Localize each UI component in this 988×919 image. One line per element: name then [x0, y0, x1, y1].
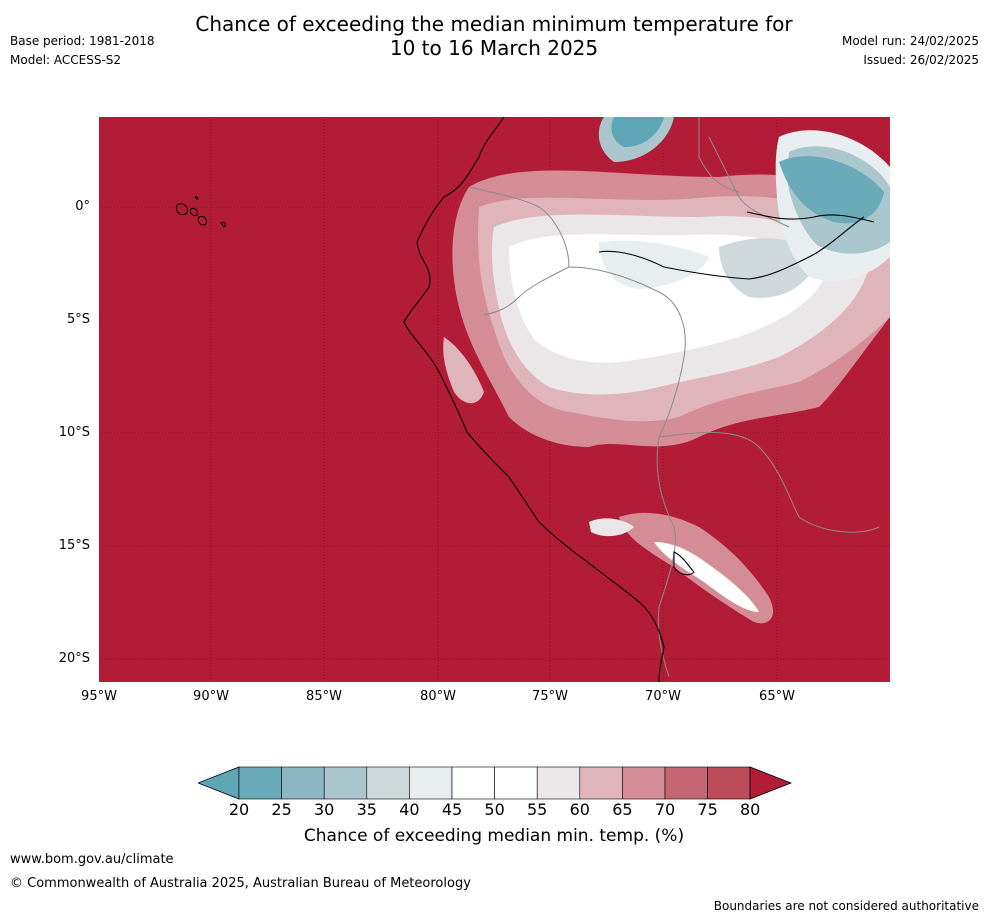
colorbar-tick-label: 40 — [399, 800, 420, 819]
footer-url[interactable]: www.bom.gov.au/climate — [10, 852, 174, 867]
colorbar-tick-label: 60 — [569, 800, 590, 819]
lat-label-20s: 20°S — [58, 651, 90, 666]
colorbar-tick-label: 25 — [271, 800, 292, 819]
colorbar-tick-label: 55 — [527, 800, 548, 819]
lon-label-95w: 95°W — [81, 689, 117, 704]
colorbar-segment — [536, 766, 581, 800]
map-title: Chance of exceeding the median minimum t… — [0, 12, 988, 60]
country-borders — [468, 117, 880, 678]
lon-label-80w: 80°W — [420, 689, 456, 704]
colorbar-segment — [323, 766, 368, 800]
colorbar-tick-label: 20 — [228, 800, 250, 819]
title-line-2: 10 to 16 March 2025 — [389, 36, 599, 60]
lat-label-5s: 5°S — [66, 312, 90, 327]
lon-label-65w: 65°W — [759, 689, 795, 704]
colorbar — [198, 766, 793, 800]
colorbar-segment — [494, 766, 538, 800]
meta-right: Model run: 24/02/2025 Issued: 26/02/2025 — [842, 32, 979, 70]
map-svg — [99, 117, 890, 682]
shade-45-a — [599, 240, 709, 289]
colorbar-segment — [238, 766, 282, 800]
colorbar-tick-label: 50 — [484, 800, 505, 819]
colorbar-segment — [579, 766, 623, 800]
colorbar-segment — [707, 766, 751, 800]
probability-shading — [443, 117, 890, 624]
colorbar-tick-label: 80 — [740, 800, 761, 819]
colorbar-segments — [238, 766, 751, 800]
colorbar-tick-label: 45 — [441, 800, 463, 819]
colorbar-tick-label: 70 — [654, 800, 676, 819]
colorbar-segment — [281, 766, 325, 800]
lat-label-15s: 15°S — [58, 538, 90, 553]
colorbar-tick-label: 35 — [356, 800, 377, 819]
colorbar-segment — [366, 766, 410, 800]
issued-date: Issued: 26/02/2025 — [863, 53, 979, 67]
model-run: Model run: 24/02/2025 — [841, 34, 979, 48]
title-line-1: Chance of exceeding the median minimum t… — [195, 12, 793, 36]
map-panel — [99, 117, 890, 682]
shade-60-coast — [443, 337, 484, 404]
lon-label-75w: 75°W — [532, 689, 568, 704]
footer-copyright: © Commonwealth of Australia 2025, Austra… — [10, 876, 471, 891]
colorbar-segment — [622, 766, 666, 800]
shade-20 — [611, 117, 664, 147]
base-period: Base period: 1981-2018 — [10, 34, 155, 48]
colorbar-label: Chance of exceeding median min. temp. (%… — [303, 826, 685, 846]
shade-25-a — [779, 156, 884, 224]
lat-label-0: 0° — [75, 199, 90, 214]
lon-label-70w: 70°W — [645, 689, 681, 704]
coastline — [403, 117, 875, 682]
colorbar-segment — [409, 766, 453, 800]
meta-left: Base period: 1981-2018 Model: ACCESS-S2 — [10, 32, 155, 70]
colorbar-high-arrow — [749, 766, 793, 800]
colorbar-segment — [664, 766, 708, 800]
lat-label-10s: 10°S — [58, 425, 90, 440]
colorbar-tick-label: 65 — [612, 800, 633, 819]
shade-55-south — [589, 518, 634, 537]
shade-50-south — [654, 542, 759, 612]
colorbar-tick-label: 30 — [314, 800, 335, 819]
lon-label-85w: 85°W — [306, 689, 342, 704]
colorbar-tick-label: 75 — [697, 800, 718, 819]
lon-label-90w: 90°W — [193, 689, 229, 704]
colorbar-segment — [451, 766, 495, 800]
galapagos-islands — [176, 196, 226, 228]
model-name: Model: ACCESS-S2 — [10, 53, 122, 67]
colorbar-low-arrow — [198, 766, 240, 800]
footer-note: Boundaries are not considered authoritat… — [713, 899, 979, 913]
